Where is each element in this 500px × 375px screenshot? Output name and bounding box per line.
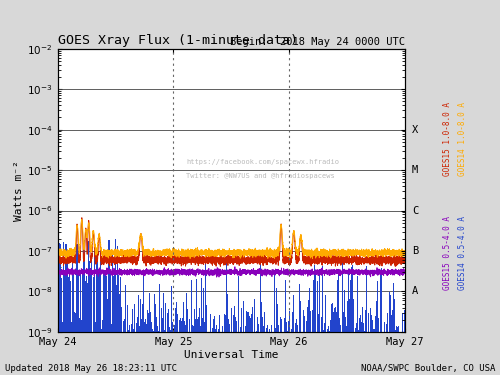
Text: https://facebook.com/spacewx.hfradio: https://facebook.com/spacewx.hfradio [186, 159, 339, 165]
Text: GOES Xray Flux (1-minute data): GOES Xray Flux (1-minute data) [58, 34, 298, 47]
Text: NOAA/SWPC Boulder, CO USA: NOAA/SWPC Boulder, CO USA [360, 364, 495, 373]
Text: M: M [412, 165, 418, 175]
Text: Updated 2018 May 26 18:23:11 UTC: Updated 2018 May 26 18:23:11 UTC [5, 364, 177, 373]
Text: B: B [412, 246, 418, 256]
Text: X: X [412, 124, 418, 135]
Text: GOES15 1.0-8.0 A: GOES15 1.0-8.0 A [443, 102, 452, 176]
Text: C: C [412, 206, 418, 216]
Text: Begin:  2018 May 24 0000 UTC: Begin: 2018 May 24 0000 UTC [230, 37, 405, 47]
Text: GOES15 0.5-4.0 A: GOES15 0.5-4.0 A [443, 216, 452, 290]
Text: GOES14 0.5-4.0 A: GOES14 0.5-4.0 A [458, 216, 467, 290]
Text: A: A [412, 286, 418, 296]
Text: GOES14 1.0-8.0 A: GOES14 1.0-8.0 A [458, 102, 467, 176]
Text: Twitter: @NW7US and @hfradiospacews: Twitter: @NW7US and @hfradiospacews [186, 173, 335, 179]
X-axis label: Universal Time: Universal Time [184, 350, 278, 360]
Y-axis label: Watts m⁻²: Watts m⁻² [14, 160, 24, 220]
